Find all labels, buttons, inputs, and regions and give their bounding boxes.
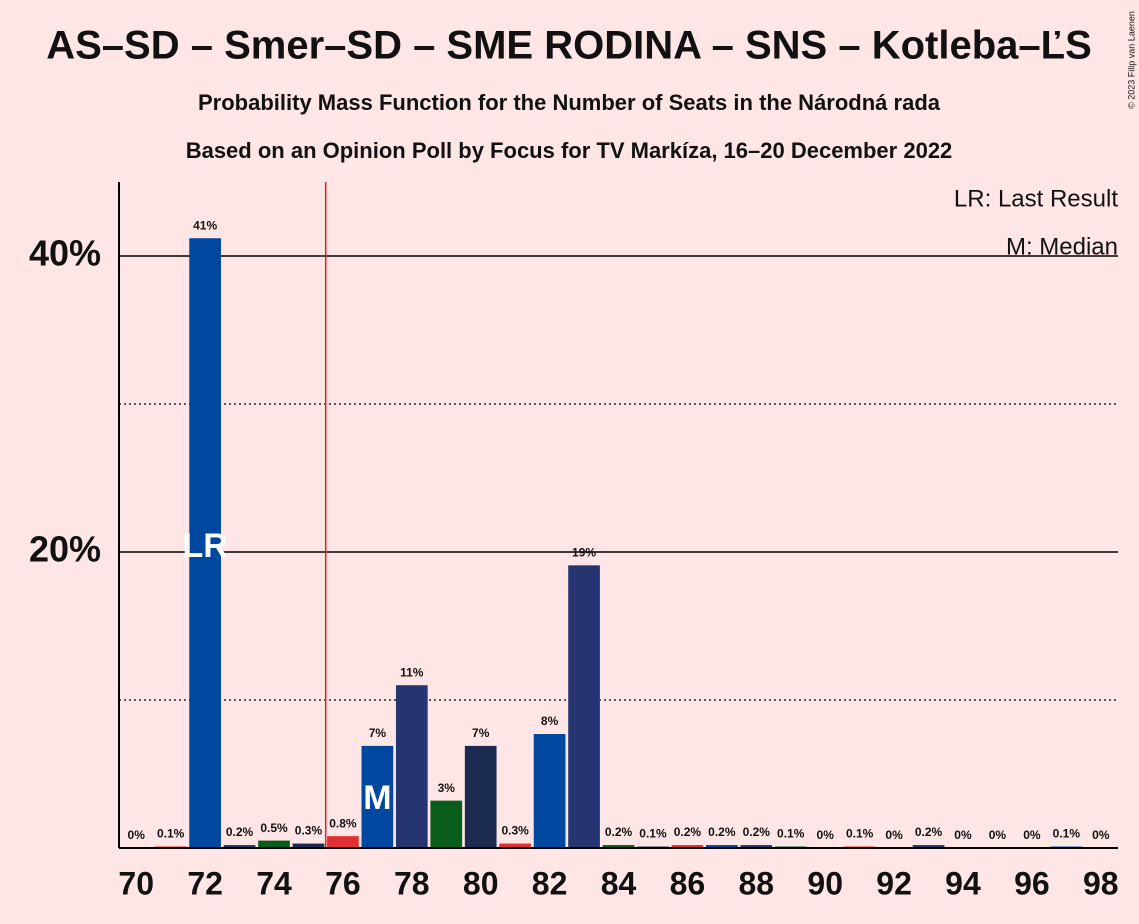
value-label: 0.1%	[777, 827, 805, 841]
bar	[705, 845, 738, 848]
x-tick-label: 98	[1083, 865, 1119, 901]
value-label: 0%	[128, 828, 146, 842]
x-tick-label: 84	[601, 865, 637, 901]
legend-entry: LR: Last Result	[954, 185, 1118, 212]
legend-entry: M: Median	[1006, 233, 1118, 260]
value-label: 0%	[989, 828, 1007, 842]
x-tick-label: 94	[945, 865, 981, 901]
last_result-marker: LR	[182, 527, 227, 565]
value-label: 0.1%	[639, 827, 667, 841]
value-label: 0.2%	[743, 825, 771, 839]
value-label: 0.3%	[295, 824, 323, 838]
value-label: 0.1%	[157, 827, 185, 841]
bar	[430, 800, 463, 848]
x-tick-label: 88	[738, 865, 774, 901]
chart-subtitle: Probability Mass Function for the Number…	[198, 90, 941, 115]
chart-subtitle: Based on an Opinion Poll by Focus for TV…	[186, 138, 953, 163]
bar	[568, 565, 600, 848]
x-tick-label: 76	[325, 865, 361, 901]
value-label: 0%	[1092, 828, 1110, 842]
value-label: 0.2%	[674, 825, 702, 839]
value-label: 0.2%	[708, 825, 736, 839]
bar	[671, 845, 704, 848]
value-label: 0.2%	[226, 825, 254, 839]
value-label: 0.5%	[260, 821, 288, 835]
value-label: 0%	[954, 828, 972, 842]
x-tick-label: 74	[256, 865, 292, 901]
x-tick-label: 72	[187, 865, 223, 901]
value-label: 0.2%	[915, 825, 943, 839]
bar	[464, 745, 497, 848]
bar	[189, 238, 221, 849]
value-label: 0.1%	[846, 827, 874, 841]
median-marker: M	[363, 779, 391, 817]
x-tick-label: 82	[532, 865, 568, 901]
value-label: 0%	[885, 828, 903, 842]
x-tick-label: 78	[394, 865, 430, 901]
bar	[258, 840, 290, 848]
value-label: 0.2%	[605, 825, 633, 839]
copyright: © 2023 Filip van Laenen	[1126, 11, 1136, 109]
bar	[602, 845, 635, 848]
bar	[223, 845, 256, 848]
value-label: 7%	[369, 726, 387, 740]
value-label: 41%	[193, 218, 217, 232]
value-label: 7%	[472, 726, 490, 740]
value-label: 0.1%	[1053, 827, 1081, 841]
bar	[361, 745, 394, 848]
value-label: 0%	[817, 828, 835, 842]
value-label: 19%	[572, 545, 596, 559]
x-tick-label: 90	[807, 865, 843, 901]
value-label: 3%	[438, 781, 456, 795]
value-label: 0.8%	[329, 816, 357, 830]
x-tick-label: 92	[876, 865, 912, 901]
x-tick-label: 86	[670, 865, 706, 901]
value-label: 0.3%	[501, 824, 529, 838]
y-tick-label: 20%	[29, 529, 101, 570]
bar	[327, 836, 359, 848]
value-label: 8%	[541, 714, 559, 728]
chart-title: AS–SD – Smer–SD – SME RODINA – SNS – Kot…	[46, 24, 1092, 68]
bar	[912, 845, 945, 848]
x-tick-label: 96	[1014, 865, 1050, 901]
x-tick-label: 80	[463, 865, 499, 901]
bar	[533, 734, 566, 848]
bar	[292, 843, 325, 848]
bar	[395, 685, 428, 848]
y-tick-label: 40%	[29, 233, 101, 274]
bar	[740, 845, 773, 848]
value-label: 0%	[1023, 828, 1041, 842]
bar	[499, 843, 532, 848]
value-label: 11%	[400, 665, 424, 679]
x-tick-label: 70	[118, 865, 154, 901]
